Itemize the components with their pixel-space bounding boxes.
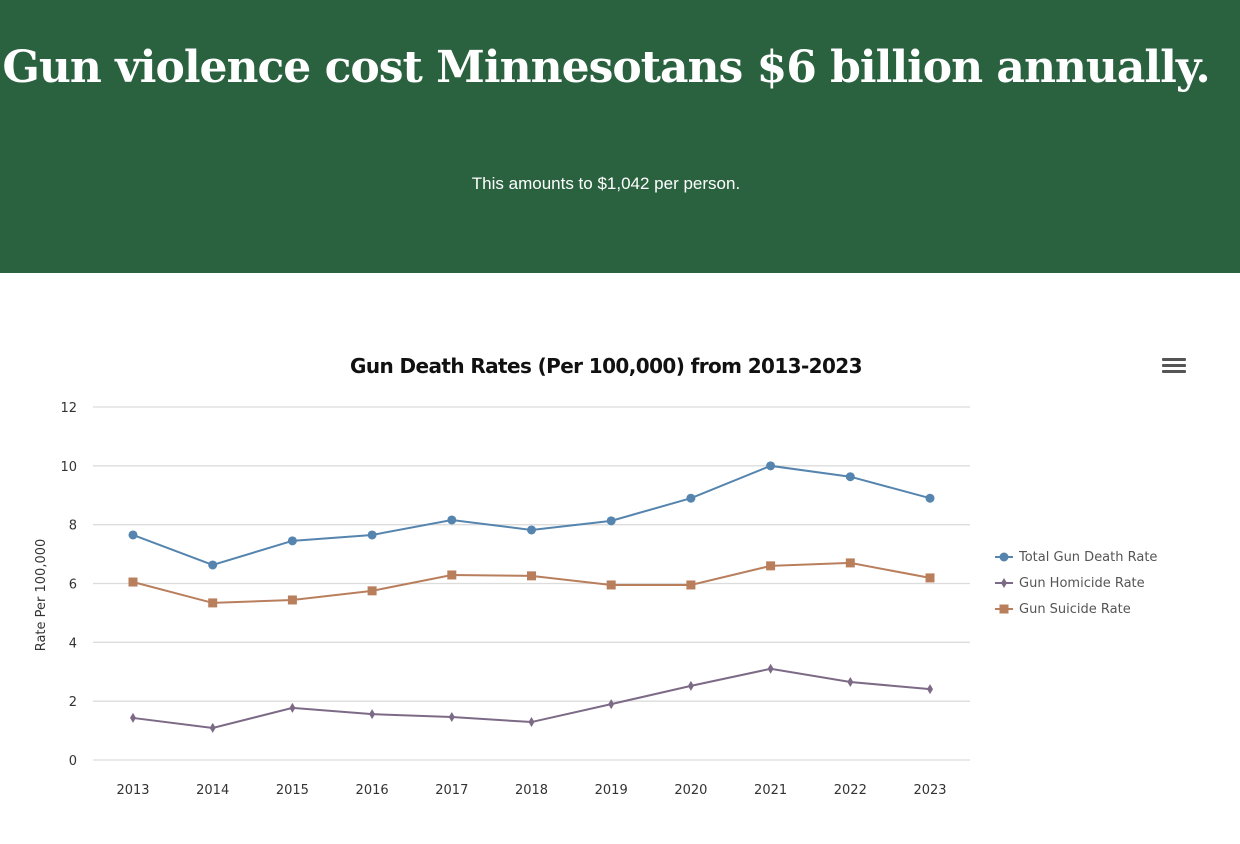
chart-legend: Total Gun Death Rate Gun Homicide Rate Gun… xyxy=(995,544,1157,622)
x-tick-label: 2023 xyxy=(913,783,946,798)
series-group xyxy=(128,461,935,733)
data-point[interactable] xyxy=(208,560,218,570)
x-tick-label: 2022 xyxy=(834,783,867,798)
legend-marker[interactable] xyxy=(999,552,1009,562)
data-point[interactable] xyxy=(925,573,935,583)
data-point[interactable] xyxy=(367,586,377,596)
series-gun-suicide-rate xyxy=(128,558,935,608)
data-point[interactable] xyxy=(527,525,536,535)
data-point[interactable] xyxy=(687,680,694,691)
series-line xyxy=(132,464,931,567)
x-tick-label: 2021 xyxy=(754,783,787,798)
data-point[interactable] xyxy=(606,516,616,526)
data-point[interactable] xyxy=(606,580,616,590)
y-tick-label: 10 xyxy=(60,460,77,475)
data-point[interactable] xyxy=(925,493,935,503)
data-point[interactable] xyxy=(686,580,696,590)
data-point[interactable] xyxy=(447,570,457,580)
x-tick-label: 2017 xyxy=(435,783,468,798)
legend-item[interactable]: Gun Homicide Rate xyxy=(995,570,1157,596)
y-tick-label: 4 xyxy=(69,636,77,651)
data-point[interactable] xyxy=(766,561,776,571)
data-point[interactable] xyxy=(287,595,297,605)
series-total-gun-death-rate xyxy=(128,461,935,570)
legend-swatch-icon xyxy=(995,578,1013,588)
legend-marker[interactable] xyxy=(1001,578,1007,588)
x-tick-labels: 2013 2014 2015 2016 2017 2018 2019 2020 2021 2022… xyxy=(116,783,946,798)
data-point[interactable] xyxy=(369,709,376,720)
headline: Gun violence cost Minnesotans $6 billion… xyxy=(2,42,1210,93)
y-tick-label: 8 xyxy=(69,519,77,534)
x-tick-label: 2016 xyxy=(356,783,389,798)
legend-item[interactable]: Gun Suicide Rate xyxy=(995,596,1157,622)
legend-swatch-icon xyxy=(995,604,1013,614)
x-tick-label: 2018 xyxy=(515,783,548,798)
legend-swatch-icon xyxy=(995,552,1013,562)
data-point[interactable] xyxy=(766,461,776,471)
chart-title: Gun Death Rates (Per 100,000) from 2013-… xyxy=(350,354,863,378)
data-point[interactable] xyxy=(927,684,933,695)
data-point[interactable] xyxy=(209,722,216,733)
y-tick-label: 0 xyxy=(69,754,77,769)
x-tick-label: 2013 xyxy=(116,783,149,798)
data-point[interactable] xyxy=(527,571,536,581)
y-tick-label: 12 xyxy=(60,401,77,416)
legend-marker[interactable] xyxy=(999,604,1009,614)
data-point[interactable] xyxy=(608,699,615,710)
data-point[interactable] xyxy=(128,577,138,587)
data-point[interactable] xyxy=(287,536,297,546)
data-point[interactable] xyxy=(289,702,296,713)
legend-item[interactable]: Total Gun Death Rate xyxy=(995,544,1157,570)
data-point[interactable] xyxy=(845,558,855,568)
gridlines xyxy=(93,406,970,761)
data-point[interactable] xyxy=(208,598,218,608)
data-point[interactable] xyxy=(845,472,855,482)
x-tick-label: 2019 xyxy=(595,783,628,798)
data-point[interactable] xyxy=(130,712,136,723)
subheadline: This amounts to $1,042 per person. xyxy=(471,174,741,193)
data-point[interactable] xyxy=(528,717,535,728)
data-point[interactable] xyxy=(367,530,377,540)
data-point[interactable] xyxy=(448,712,455,723)
series-gun-homicide-rate xyxy=(130,663,933,733)
hamburger-menu-icon[interactable] xyxy=(1162,358,1186,378)
data-point[interactable] xyxy=(447,515,457,525)
data-point[interactable] xyxy=(847,677,854,688)
legend-label: Gun Homicide Rate xyxy=(1019,575,1145,591)
x-tick-label: 2020 xyxy=(674,783,707,798)
y-tick-labels: 0 2 4 6 8 10 12 xyxy=(60,401,77,769)
data-point[interactable] xyxy=(128,530,138,540)
legend-label: Gun Suicide Rate xyxy=(1019,601,1131,617)
data-point[interactable] xyxy=(686,493,696,503)
header-banner: Gun violence cost Minnesotans $6 billion… xyxy=(0,0,1240,273)
y-axis-label: Rate Per 100,000 xyxy=(34,539,49,652)
y-tick-label: 2 xyxy=(69,695,77,710)
x-tick-label: 2015 xyxy=(276,783,309,798)
legend-label: Total Gun Death Rate xyxy=(1019,549,1158,565)
y-tick-label: 6 xyxy=(69,578,77,593)
x-tick-label: 2014 xyxy=(196,783,229,798)
data-point[interactable] xyxy=(767,663,774,674)
